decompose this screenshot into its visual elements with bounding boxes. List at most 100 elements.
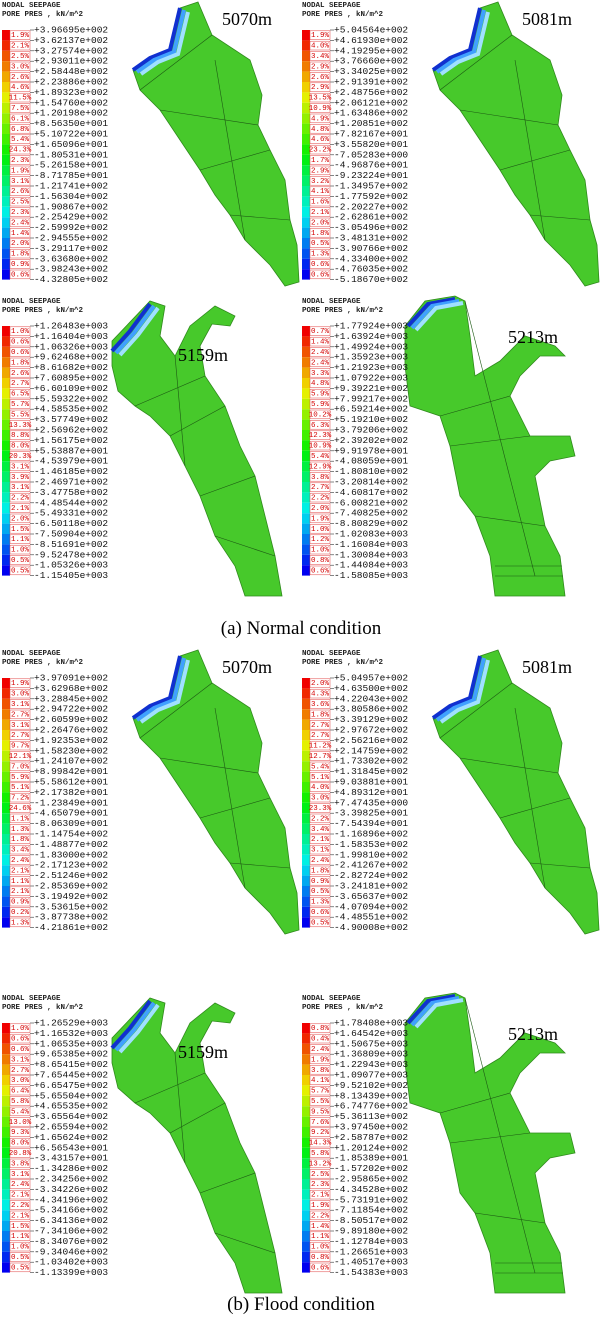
legend-value: +9.39221e+002: [334, 383, 408, 394]
legend-value: -7.34106e+002: [34, 1226, 108, 1237]
percent-box: [9, 896, 31, 907]
percent-label: 0.9%: [311, 878, 330, 886]
percent-box: [9, 720, 31, 730]
legend-value: +8.56350e+001: [34, 118, 108, 129]
legend-color: [2, 482, 10, 493]
legend-header: PORE PRES , kN/m^2: [2, 306, 84, 315]
legend-color: [2, 1137, 10, 1148]
percent-label: 9.7%: [11, 743, 30, 751]
percent-box: [9, 155, 31, 165]
legend-color: [2, 719, 10, 730]
legend-color: [302, 165, 310, 176]
percent-box: [309, 440, 331, 451]
legend-value: +1.22943e+003: [334, 1059, 408, 1070]
percent-box: [9, 196, 31, 207]
percent-label: 2.4%: [311, 857, 330, 865]
legend-value: -1.46185e+002: [34, 466, 108, 477]
percent-box: [9, 82, 31, 92]
legend-header: PORE PRES , kN/m^2: [302, 306, 384, 315]
percent-box: [9, 165, 31, 176]
legend-color: [302, 886, 310, 897]
mesh-line: [139, 682, 213, 739]
percent-label: 6.3%: [311, 422, 330, 430]
legend-value: -2.95865e+002: [334, 1174, 408, 1185]
percent-label: 3.4%: [311, 826, 330, 834]
pore-pressure-band: [110, 999, 152, 1050]
legend-value: -7.11854e+002: [334, 1205, 408, 1216]
legend-value: +2.56216e+002: [334, 735, 408, 746]
percent-box: [9, 761, 31, 772]
percent-box: [9, 1075, 31, 1085]
legend-color: [302, 1023, 310, 1034]
legend-color: [2, 544, 10, 555]
legend-value: +2.97672e+002: [334, 725, 408, 736]
mesh-line: [134, 1072, 206, 1104]
legend-color: [2, 896, 10, 907]
legend-color: [2, 419, 10, 430]
percent-label: 2.0%: [311, 219, 330, 227]
percent-label: 5.8%: [311, 1150, 330, 1158]
percent-box: [309, 72, 331, 82]
legend-value: -1.54383e+003: [334, 1267, 408, 1278]
legend-color: [302, 1168, 310, 1179]
legend-color: [2, 792, 10, 803]
percent-box: [9, 482, 31, 492]
mesh-line: [474, 515, 546, 527]
legend-color: [302, 196, 310, 207]
percent-label: 2.0%: [11, 515, 30, 523]
percent-box: [9, 1033, 31, 1044]
legend-color: [2, 1085, 10, 1096]
legend-color: [302, 1095, 310, 1107]
legend-value: -1.77592e+002: [334, 191, 408, 202]
percent-box: [9, 1065, 31, 1075]
percent-box: [309, 399, 331, 409]
percent-label: 12.1%: [9, 753, 32, 761]
mesh-line: [449, 1132, 531, 1144]
legend-color: [2, 875, 10, 886]
percent-box: [309, 1033, 331, 1044]
percent-box: [309, 124, 331, 134]
percent-box: [309, 492, 331, 503]
section-shape: [132, 1, 300, 287]
pore-pressure-band: [410, 996, 460, 1027]
percent-label: 1.5%: [11, 526, 30, 534]
percent-box: [9, 51, 31, 61]
legend-value: +5.59322e+002: [34, 393, 108, 404]
legend-value: +1.36809e+003: [334, 1049, 408, 1060]
percent-box: [309, 207, 331, 217]
legend-value: +6.74776e+002: [334, 1101, 408, 1112]
legend-value: -8.06309e+001: [34, 818, 108, 829]
legend-value: -3.87738e+002: [34, 912, 108, 923]
legend-value: +1.92353e+002: [34, 735, 108, 746]
legend-value: +2.17382e+001: [34, 787, 108, 798]
percent-box: [309, 730, 331, 740]
pore-pressure-band: [406, 994, 456, 1025]
percent-box: [9, 451, 31, 461]
legend-value: +6.65475e+002: [34, 1080, 108, 1091]
legend-color: [302, 227, 310, 238]
legend-value: +4.58535e+002: [34, 404, 108, 415]
legend-value: +8.65415e+002: [34, 1059, 108, 1070]
percent-box: [9, 186, 31, 196]
legend-color: [302, 409, 310, 420]
percent-box: [309, 544, 331, 555]
legend-value: -1.26651e+003: [334, 1246, 408, 1257]
percent-label: 20.8%: [9, 1150, 32, 1158]
legend-value: -2.94555e+002: [34, 233, 108, 244]
legend-value: -1.21741e+002: [34, 181, 108, 192]
legend-color: [302, 388, 310, 399]
legend-value: +1.24107e+002: [34, 756, 108, 767]
percent-label: 4.0%: [311, 43, 330, 51]
percent-label: 13.5%: [309, 95, 332, 103]
percent-label: 3.1%: [11, 722, 30, 730]
mesh-line: [529, 862, 591, 869]
legend-value: +5.58612e+001: [34, 777, 108, 788]
mesh-line: [174, 355, 186, 467]
percent-box: [9, 30, 31, 40]
percent-box: [309, 378, 331, 388]
percent-label: 1.9%: [311, 515, 330, 523]
mesh-line: [134, 375, 206, 407]
legend-header: NODAL SEEPAGE: [2, 2, 61, 10]
legend-value: -8.71785e+001: [34, 170, 108, 181]
percent-label: 2.7%: [11, 380, 30, 388]
